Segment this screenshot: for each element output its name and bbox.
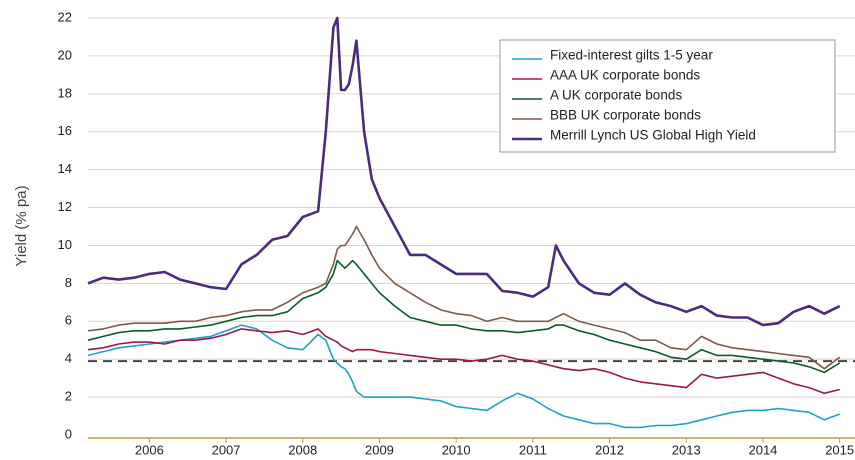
legend: Fixed-interest gilts 1-5 year AAA UK corp… (499, 39, 836, 153)
y-tick-label: 2 (65, 389, 72, 404)
x-tick-label: 2014 (748, 442, 777, 457)
series-line (87, 328, 840, 395)
y-tick-label: 4 (65, 351, 72, 366)
x-tick-label: 2007 (212, 442, 241, 457)
y-tick-label: 20 (58, 47, 72, 62)
legend-label: Merrill Lynch US Global High Yield (550, 128, 756, 143)
x-tick-label: 2010 (442, 442, 471, 457)
y-tick-label: 6 (65, 313, 72, 328)
series-line (87, 16, 841, 327)
x-tick-label: 2012 (595, 442, 624, 457)
y-tick-label: 22 (58, 9, 72, 24)
legend-label: AAA UK corporate bonds (550, 68, 700, 83)
x-tick-label: 2015 (825, 442, 854, 457)
y-tick-label: 18 (58, 85, 72, 100)
y-tick-label: 14 (58, 161, 72, 176)
series-line (87, 225, 841, 370)
y-axis-label: Yield (% pa) (13, 185, 30, 266)
y-tick-label: 16 (58, 123, 72, 138)
x-tick-label: 2013 (672, 442, 701, 457)
x-tick-label: 2008 (288, 442, 317, 457)
legend-label: Fixed-interest gilts 1-5 year (550, 48, 713, 63)
y-tick-label: 10 (58, 237, 72, 252)
legend-label: BBB UK corporate bonds (550, 108, 701, 123)
x-tick-label: 2011 (519, 442, 547, 457)
x-tick-label: 2009 (365, 442, 394, 457)
y-tick-label: 8 (65, 275, 72, 290)
x-tick-label: 2006 (135, 442, 164, 457)
y-tick-label: 12 (58, 199, 72, 214)
y-tick-label: 0 (65, 426, 72, 441)
series-line (87, 259, 841, 374)
legend-label: A UK corporate bonds (550, 88, 682, 103)
series-line (87, 324, 840, 429)
legend-box (499, 39, 836, 153)
